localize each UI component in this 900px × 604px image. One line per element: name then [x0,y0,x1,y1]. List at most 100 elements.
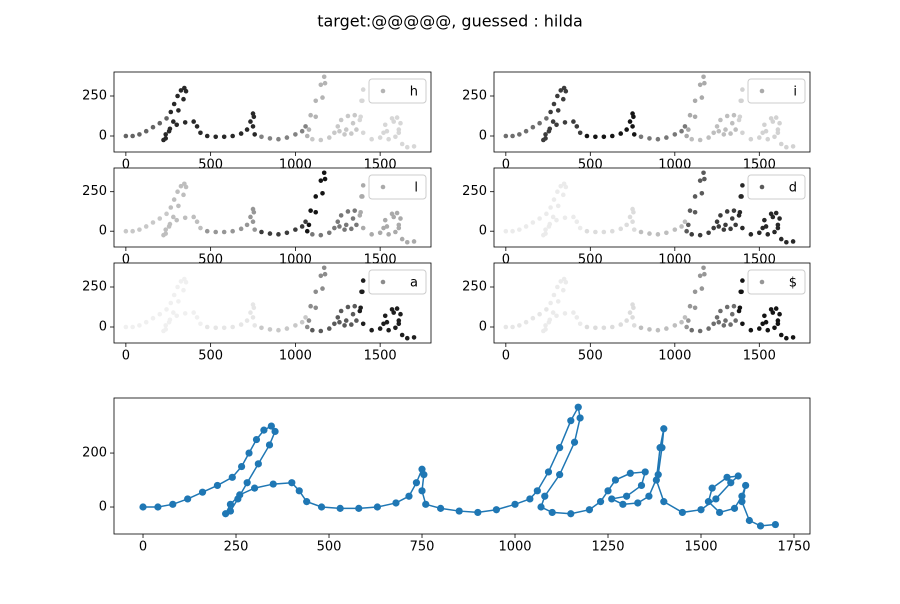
point [332,225,337,231]
x-tick-label: 500 [578,158,603,173]
point [250,124,256,129]
point [313,209,319,215]
point [584,228,590,234]
point [550,214,556,220]
point [171,101,177,107]
point [631,227,637,232]
point [175,189,180,194]
point [167,126,173,132]
point [672,323,678,328]
point [320,286,325,291]
point [547,221,553,227]
point [369,136,374,142]
point [393,229,398,235]
point [723,473,731,481]
point [492,506,501,514]
point [252,435,261,444]
point [164,211,169,217]
legend-label: h [410,85,418,100]
x-tick-label: 1500 [364,253,397,268]
point [689,136,695,142]
point [422,500,430,508]
point [265,441,274,449]
point [682,124,688,129]
point [768,211,774,217]
point [530,315,536,321]
point [772,325,777,331]
point [357,308,363,314]
point [699,95,705,100]
point [702,80,707,86]
point [394,115,400,120]
point [733,127,738,132]
point [637,481,646,490]
point [250,219,256,225]
point [183,88,189,94]
point [178,279,184,284]
point [626,469,634,477]
point [530,124,536,130]
point [244,127,250,132]
x-tick-label: 750 [410,540,435,555]
point [168,109,174,115]
point [322,80,328,86]
point [377,135,383,140]
point [672,227,678,232]
point [577,321,583,327]
point [194,124,200,129]
plot-area [123,265,417,341]
point [251,114,257,120]
point [276,327,281,333]
point [359,289,364,295]
point [338,308,344,314]
point [304,133,310,139]
point [230,228,235,234]
point [226,500,235,508]
axes-frame [493,167,811,248]
point [168,300,174,306]
y-tick-label: 250 [462,280,487,295]
point [706,135,711,140]
point [359,98,364,104]
point [154,503,162,511]
point [762,313,767,319]
point [171,197,177,202]
point [213,229,219,235]
y-tick-label: 0 [479,129,487,144]
x-tick-label: 0 [502,158,510,173]
point [777,311,782,317]
point [354,127,359,132]
y-tick-label: 0 [99,500,107,515]
point [723,127,728,132]
point [716,224,722,229]
point [731,208,737,213]
point [181,192,186,198]
point [679,319,684,325]
point [608,495,616,503]
point [137,227,142,232]
point [143,319,149,325]
point [349,322,354,327]
point [684,133,689,139]
point [697,82,703,88]
point [389,307,395,312]
point [191,119,196,124]
point [678,508,687,517]
point [213,134,219,140]
point [716,319,722,325]
point [733,222,738,228]
point [248,310,253,315]
point [396,318,402,323]
point [396,222,402,228]
point [404,239,410,245]
point [396,225,402,231]
point [386,136,391,142]
point [555,189,560,194]
point [418,487,426,495]
point [748,327,754,333]
point [738,498,746,506]
point [679,224,684,229]
point [332,321,337,327]
y-tick-label: 0 [479,224,487,239]
